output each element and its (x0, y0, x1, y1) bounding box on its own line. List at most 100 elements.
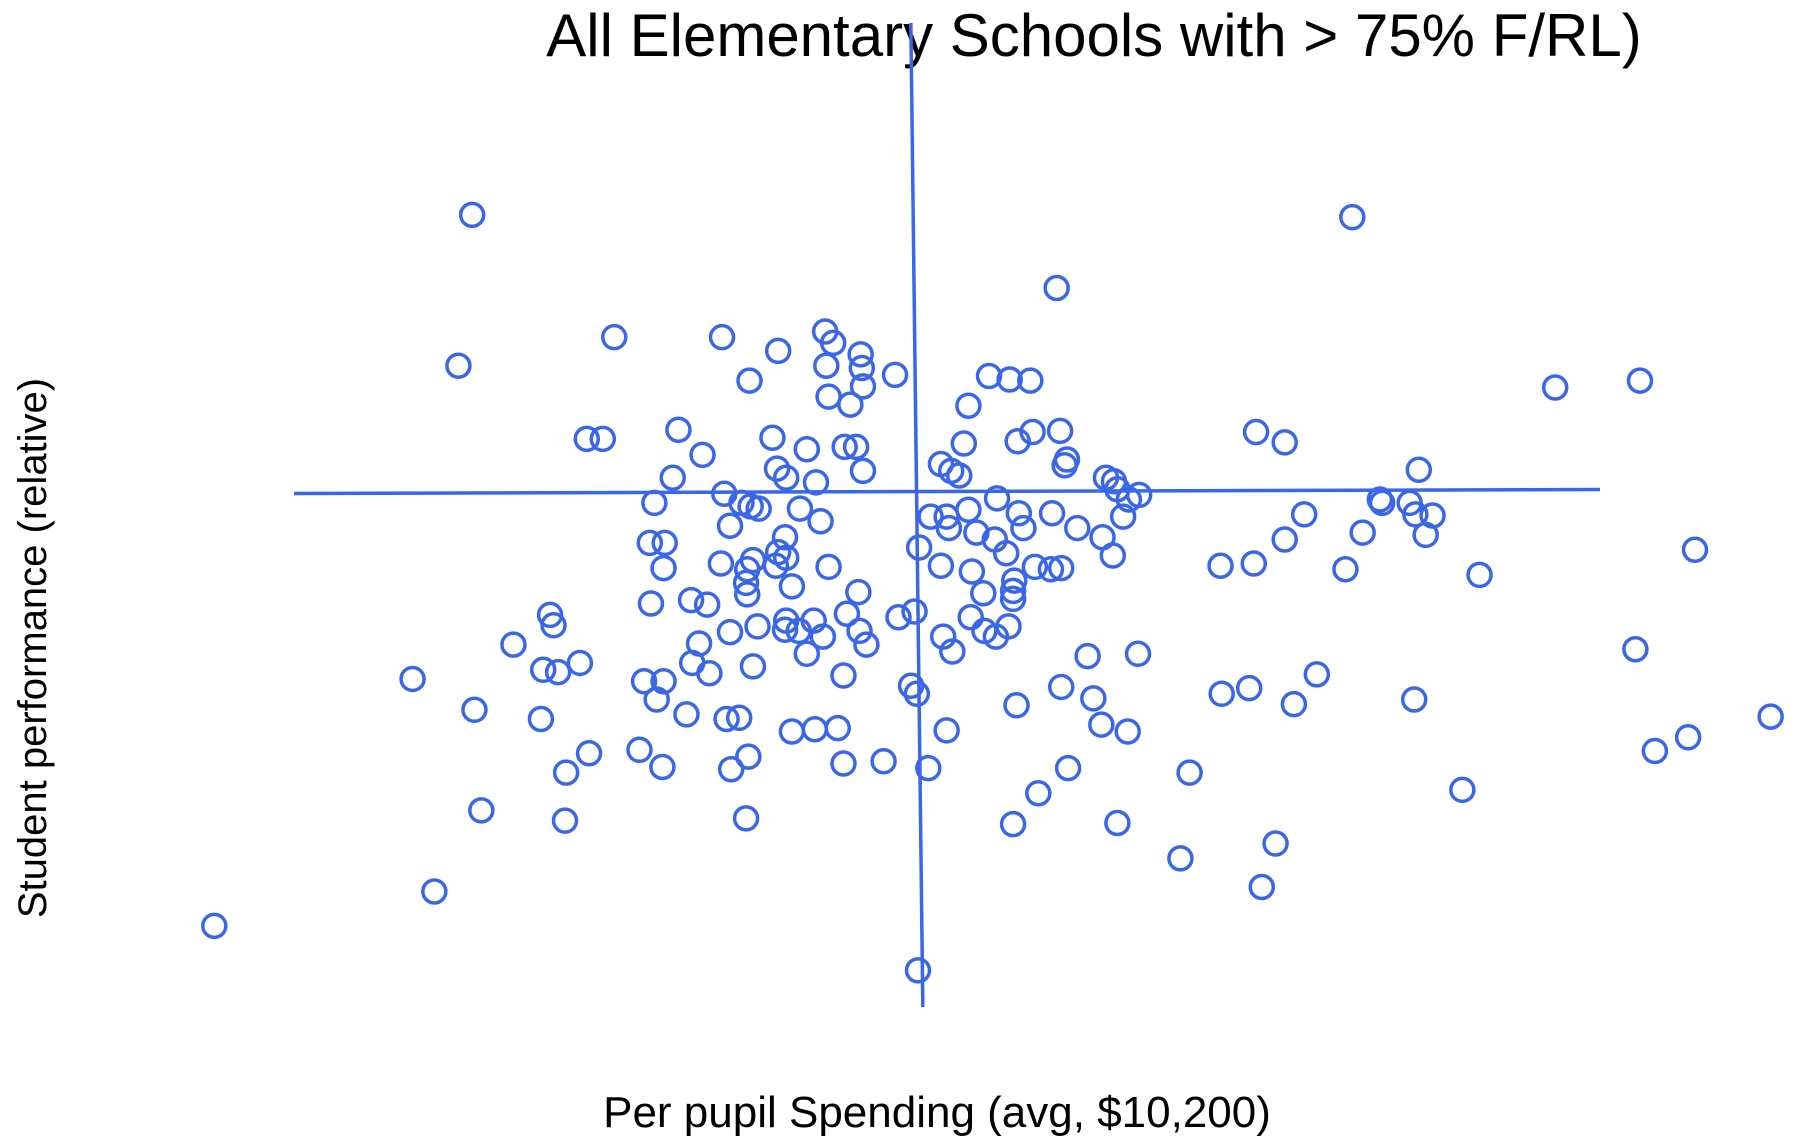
point (1004, 427, 1031, 455)
point (399, 665, 426, 693)
point (802, 469, 830, 496)
point (201, 912, 228, 940)
point (885, 603, 912, 631)
point (793, 435, 821, 463)
point (831, 433, 858, 461)
point (732, 569, 760, 597)
point (1412, 521, 1439, 549)
point (1001, 567, 1028, 594)
point (837, 391, 864, 418)
point (830, 750, 857, 777)
point (665, 416, 692, 444)
point (540, 611, 567, 639)
point (881, 361, 909, 389)
point (772, 464, 800, 492)
point (1332, 555, 1359, 583)
point (1400, 686, 1428, 713)
point (842, 433, 870, 461)
point (807, 507, 834, 535)
point (1271, 429, 1298, 456)
point (626, 736, 653, 764)
point (650, 667, 677, 695)
point (739, 653, 767, 680)
point (950, 430, 978, 457)
point (735, 743, 762, 770)
point (1125, 481, 1153, 509)
point (641, 489, 668, 517)
point (421, 878, 448, 905)
point (707, 550, 735, 577)
point (651, 529, 678, 557)
point (1124, 640, 1152, 668)
x-axis-label: Per pupil Spending (avg, $10,200) (603, 1088, 1271, 1137)
point (678, 649, 706, 677)
point (716, 512, 744, 540)
point (717, 755, 745, 783)
point (1099, 542, 1127, 569)
point (1242, 418, 1270, 446)
point (659, 464, 686, 492)
point (983, 485, 1011, 512)
point (673, 701, 700, 728)
point (764, 337, 792, 365)
point (1248, 873, 1276, 901)
point (1757, 703, 1784, 730)
point (849, 373, 877, 400)
point (689, 441, 716, 469)
point (458, 201, 486, 229)
point (870, 747, 897, 775)
point (830, 662, 857, 689)
point (713, 705, 740, 733)
point (1541, 374, 1569, 401)
point (905, 534, 933, 561)
point (1047, 554, 1075, 582)
point (1047, 673, 1075, 701)
point (677, 586, 705, 614)
point (1271, 526, 1298, 553)
point (846, 617, 873, 645)
point (927, 552, 955, 580)
point (500, 631, 527, 658)
point (819, 329, 847, 357)
point (1280, 690, 1308, 718)
point (1019, 418, 1046, 446)
point (573, 425, 601, 453)
point (809, 623, 837, 650)
point (992, 539, 1020, 567)
point (935, 514, 963, 542)
point (759, 424, 786, 452)
point (575, 739, 603, 767)
chart-title: All Elementary Schools with > 75% F/RL) (546, 2, 1641, 69)
point (1021, 553, 1049, 581)
point (736, 367, 763, 394)
point (1051, 451, 1078, 479)
point (904, 957, 932, 984)
point (833, 600, 861, 628)
point (771, 523, 799, 551)
point (999, 577, 1027, 605)
point (708, 323, 736, 351)
point (1046, 417, 1074, 445)
point (1681, 536, 1709, 564)
point (786, 495, 814, 522)
point (551, 807, 579, 834)
point (903, 680, 931, 708)
point (849, 457, 877, 485)
point (696, 659, 723, 687)
point (1167, 845, 1194, 872)
point (955, 496, 982, 524)
point (929, 623, 957, 650)
point (1349, 519, 1376, 546)
point (975, 362, 1003, 390)
point (1043, 274, 1070, 302)
point (636, 529, 664, 557)
point (762, 552, 790, 580)
point (1303, 661, 1331, 688)
point (1290, 501, 1318, 528)
point (1064, 514, 1091, 542)
point (637, 590, 665, 617)
point (601, 323, 628, 351)
point (945, 462, 973, 489)
point (1017, 367, 1044, 394)
point (527, 705, 555, 733)
